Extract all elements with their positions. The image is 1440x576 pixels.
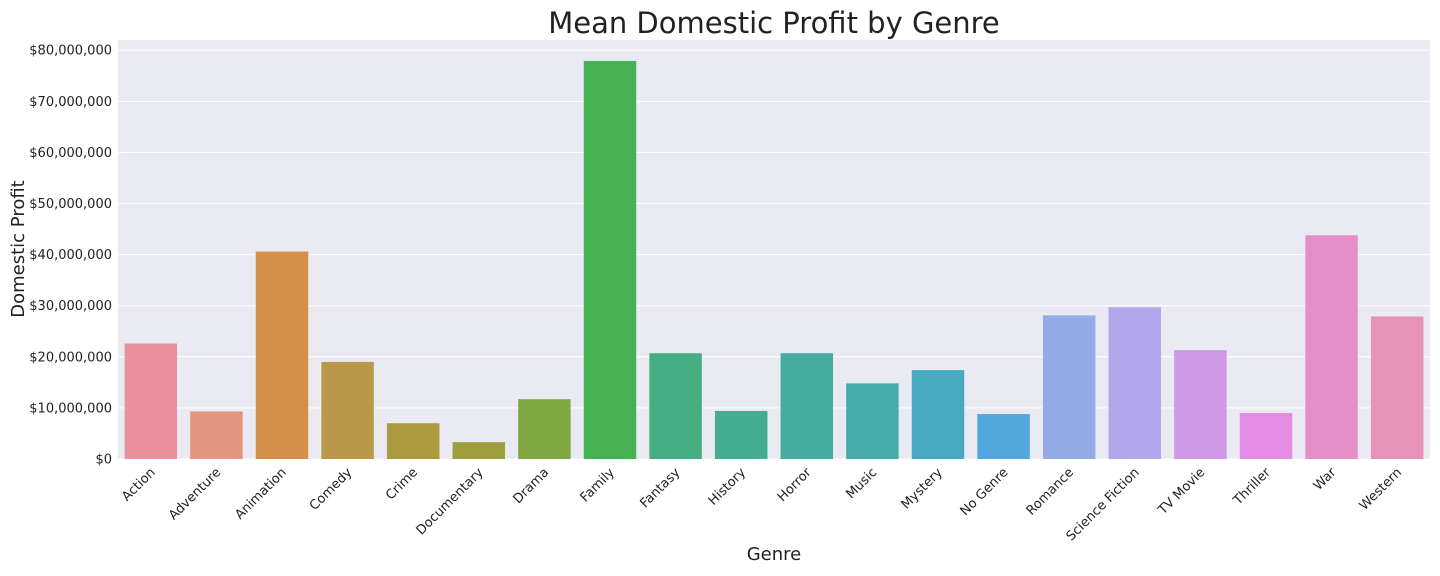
y-tick-label: $60,000,000 [29,146,112,161]
bar-documentary [452,442,506,459]
y-tick-labels: $0 $10,000,000 $20,000,000 $30,000,000 $40,0… [29,44,112,468]
bar-war [1305,235,1358,459]
x-tick-label: Crime [383,465,421,503]
bar-drama [518,399,571,459]
x-tick-label: Animation [232,465,289,522]
x-tick-label: Music [843,465,880,502]
bar-comedy [321,361,374,459]
bar-romance [1042,315,1096,459]
bar-adventure [190,411,243,459]
x-tick-label: Fantasy [637,465,683,511]
x-tick-label: War [1311,465,1340,494]
y-tick-label: $0 [95,453,112,468]
bar-mystery [911,370,965,459]
x-tick-label: Action [119,465,158,504]
x-tick-label: Mystery [899,465,946,512]
bar-western [1370,316,1424,459]
x-tick-label: Romance [1024,465,1077,518]
bar-action [124,343,178,459]
x-tick-label: Comedy [307,465,356,514]
bar-horror [780,353,834,459]
x-tick-label: History [706,465,750,509]
y-tick-label: $80,000,000 [29,44,112,59]
y-tick-label: $40,000,000 [29,248,112,263]
bar-music [846,383,899,459]
bar-crime [386,423,440,459]
x-tick-label: Documentary [414,465,487,538]
x-tick-label: TV Movie [1155,465,1208,518]
x-tick-label: Adventure [166,465,224,523]
bar-thriller [1239,413,1293,459]
bar-tv-movie [1174,350,1227,459]
x-tick-labels: Action Adventure Animation Comedy CrimeDocum… [119,465,1405,544]
y-tick-label: $70,000,000 [29,95,112,110]
x-tick-label: Western [1357,465,1405,513]
bars [124,60,1424,459]
bar-family [583,60,637,459]
bar-animation [255,251,309,459]
x-tick-label: Horror [775,465,815,505]
bar-science-fiction [1108,307,1162,459]
y-axis-label: Domestic Profit [8,180,29,318]
plot-area [118,40,1430,459]
bar-no-genre [977,414,1030,459]
y-tick-label: $10,000,000 [29,401,112,416]
x-tick-label: No Genre [958,465,1012,519]
x-tick-label: Family [578,465,618,505]
bar-fantasy [649,353,702,459]
chart-title: Mean Domestic Profit by Genre [548,6,1000,40]
bar-history [714,410,768,459]
x-tick-label: Thriller [1230,465,1274,509]
y-tick-label: $20,000,000 [29,350,112,365]
x-tick-label: Drama [511,465,553,507]
y-tick-label: $30,000,000 [29,299,112,314]
x-axis-label: Genre [747,544,802,565]
y-tick-label: $50,000,000 [29,197,112,212]
